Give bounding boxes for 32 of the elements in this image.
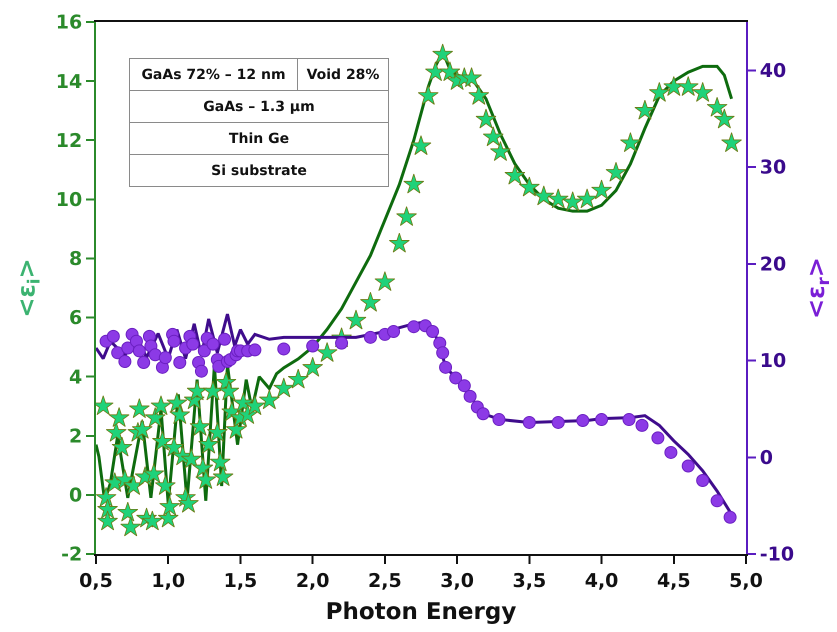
x-tick-label: 0,5 — [79, 570, 113, 592]
y2-tick-label: 20 — [760, 253, 786, 276]
y2-tick-label: 30 — [760, 156, 786, 179]
x-tick-label: 5,0 — [729, 570, 763, 592]
y-tick-label: 4 — [68, 366, 82, 388]
x-tick-label: 2,0 — [296, 570, 330, 592]
x-axis-title: Photon Energy — [326, 598, 516, 625]
y-tick-label: -2 — [61, 544, 82, 566]
x-tick-label: 4,0 — [584, 570, 618, 592]
y2-tick-label: 40 — [760, 60, 786, 82]
x-tick-label: 2,5 — [368, 570, 402, 592]
annotation: Thin Ge — [130, 123, 388, 154]
y-tick-label: 2 — [68, 425, 82, 448]
y-tick-label: 12 — [56, 130, 82, 152]
annotation: GaAs – 1.3 μm — [130, 91, 388, 122]
y2-tick-label: 0 — [760, 446, 774, 469]
y2-tick-label: 10 — [760, 350, 786, 372]
y-tick-label: 16 — [56, 12, 82, 34]
x-tick-label: 4,5 — [656, 570, 691, 592]
y-tick-label: 8 — [68, 248, 82, 270]
annotation: Si substrate — [130, 155, 388, 186]
annotation: Void 28% — [297, 59, 388, 90]
y-tick-label: 6 — [68, 307, 82, 330]
y2-tick-label: -10 — [760, 544, 794, 566]
x-tick-label: 3,0 — [440, 570, 474, 592]
y-tick-label: 14 — [56, 70, 82, 93]
x-tick-label: 3,5 — [512, 570, 546, 592]
y-tick-label: 10 — [56, 188, 82, 211]
x-tick-label: 1,5 — [224, 570, 258, 592]
y-tick-label: 0 — [68, 484, 82, 507]
annotation: GaAs 72% – 12 nm — [140, 66, 287, 84]
x-tick-label: 1,0 — [151, 570, 186, 592]
